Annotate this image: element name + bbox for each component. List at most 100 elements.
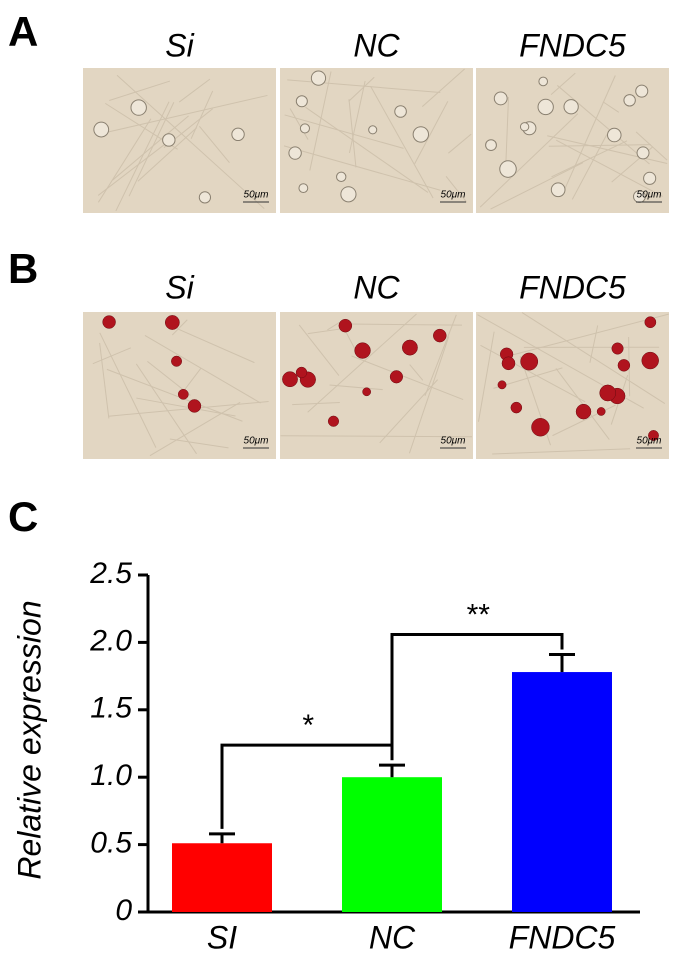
fiber <box>448 133 472 154</box>
x-tick-label: NC <box>369 919 416 955</box>
cell <box>130 99 147 116</box>
lipid-droplet <box>596 407 606 416</box>
y-axis-label: Relative expression <box>11 600 47 879</box>
cell <box>394 105 407 118</box>
cell <box>295 95 308 108</box>
fiber <box>99 332 157 448</box>
lipid-droplet <box>389 370 403 384</box>
fiber <box>283 145 441 191</box>
image-title: NC <box>353 269 400 305</box>
lipid-droplet <box>501 356 516 371</box>
fiber <box>128 102 175 197</box>
fiber <box>135 363 197 455</box>
fiber <box>492 448 631 455</box>
fiber <box>92 347 132 365</box>
cell <box>340 186 357 203</box>
lipid-droplet <box>644 316 657 329</box>
fiber <box>198 125 230 163</box>
fiber <box>550 72 576 96</box>
cell <box>550 182 566 198</box>
lipid-droplet <box>617 359 631 372</box>
fiber <box>348 76 375 102</box>
cell <box>231 127 245 142</box>
fiber <box>477 331 495 422</box>
y-tick-label: 2.0 <box>89 624 132 657</box>
cell <box>493 91 508 106</box>
fiber <box>424 314 457 396</box>
cell <box>519 122 530 132</box>
lipid-droplet <box>648 430 659 441</box>
image-title: NC <box>353 27 400 63</box>
cell <box>538 76 548 87</box>
fiber <box>292 401 340 406</box>
bar <box>342 777 442 912</box>
y-tick-label: 0 <box>115 894 132 927</box>
x-tick-label: FNDC5 <box>509 919 616 955</box>
fiber <box>136 397 236 417</box>
lipid-droplet <box>327 415 340 427</box>
fiber <box>414 101 449 164</box>
lipid-droplet <box>171 355 182 367</box>
fiber <box>571 134 608 200</box>
fiber <box>167 324 255 364</box>
lipid-droplet <box>641 351 659 370</box>
lipid-droplet <box>433 328 447 343</box>
lipid-droplet <box>177 388 189 400</box>
fiber <box>144 334 261 404</box>
image-title: Si <box>165 27 194 63</box>
fiber <box>547 135 668 165</box>
fiber <box>555 368 610 440</box>
cell <box>563 99 579 115</box>
scale-bar-label: 50μm <box>637 436 662 447</box>
fiber <box>348 80 366 154</box>
fiber <box>445 176 468 203</box>
cell <box>635 84 649 98</box>
fiber <box>348 99 357 168</box>
lipid-droplet <box>402 339 418 356</box>
fiber <box>561 75 616 197</box>
lipid-droplet <box>187 399 202 413</box>
lipid-droplet <box>611 342 624 355</box>
panel-label: B <box>8 245 38 292</box>
scale-bar-label: 50μm <box>244 190 269 201</box>
fiber <box>171 319 188 336</box>
lipid-droplet <box>102 315 116 329</box>
cell <box>636 146 650 160</box>
micrograph <box>83 312 276 459</box>
fiber <box>557 85 650 165</box>
y-tick-label: 2.5 <box>89 557 132 590</box>
cell <box>623 94 636 107</box>
fiber <box>298 324 340 376</box>
significance-label: * <box>301 709 314 742</box>
fiber <box>109 80 171 101</box>
image-title: Si <box>165 269 194 305</box>
fiber <box>602 101 620 113</box>
fiber <box>184 368 202 390</box>
fiber <box>479 113 579 208</box>
scale-bar-label: 50μm <box>637 190 662 201</box>
cell <box>162 133 176 147</box>
cell <box>93 121 110 138</box>
lipid-droplet <box>295 366 308 379</box>
cell <box>198 191 212 204</box>
bar <box>512 672 612 912</box>
fiber <box>116 74 265 210</box>
cell <box>298 183 309 194</box>
scale-bar-label: 50μm <box>441 436 466 447</box>
panel-label: C <box>8 493 38 540</box>
fiber <box>99 342 110 419</box>
fiber <box>289 108 309 140</box>
fiber <box>97 141 169 196</box>
fiber <box>106 94 268 133</box>
bar <box>172 843 272 912</box>
fiber <box>351 355 464 401</box>
y-tick-label: 1.0 <box>90 759 132 792</box>
panel-label: A <box>8 8 38 55</box>
fiber <box>280 435 472 438</box>
fiber <box>551 140 628 178</box>
lipid-droplet <box>510 401 523 414</box>
x-tick-label: SI <box>207 919 237 955</box>
fiber <box>149 401 241 457</box>
fiber <box>480 344 586 403</box>
